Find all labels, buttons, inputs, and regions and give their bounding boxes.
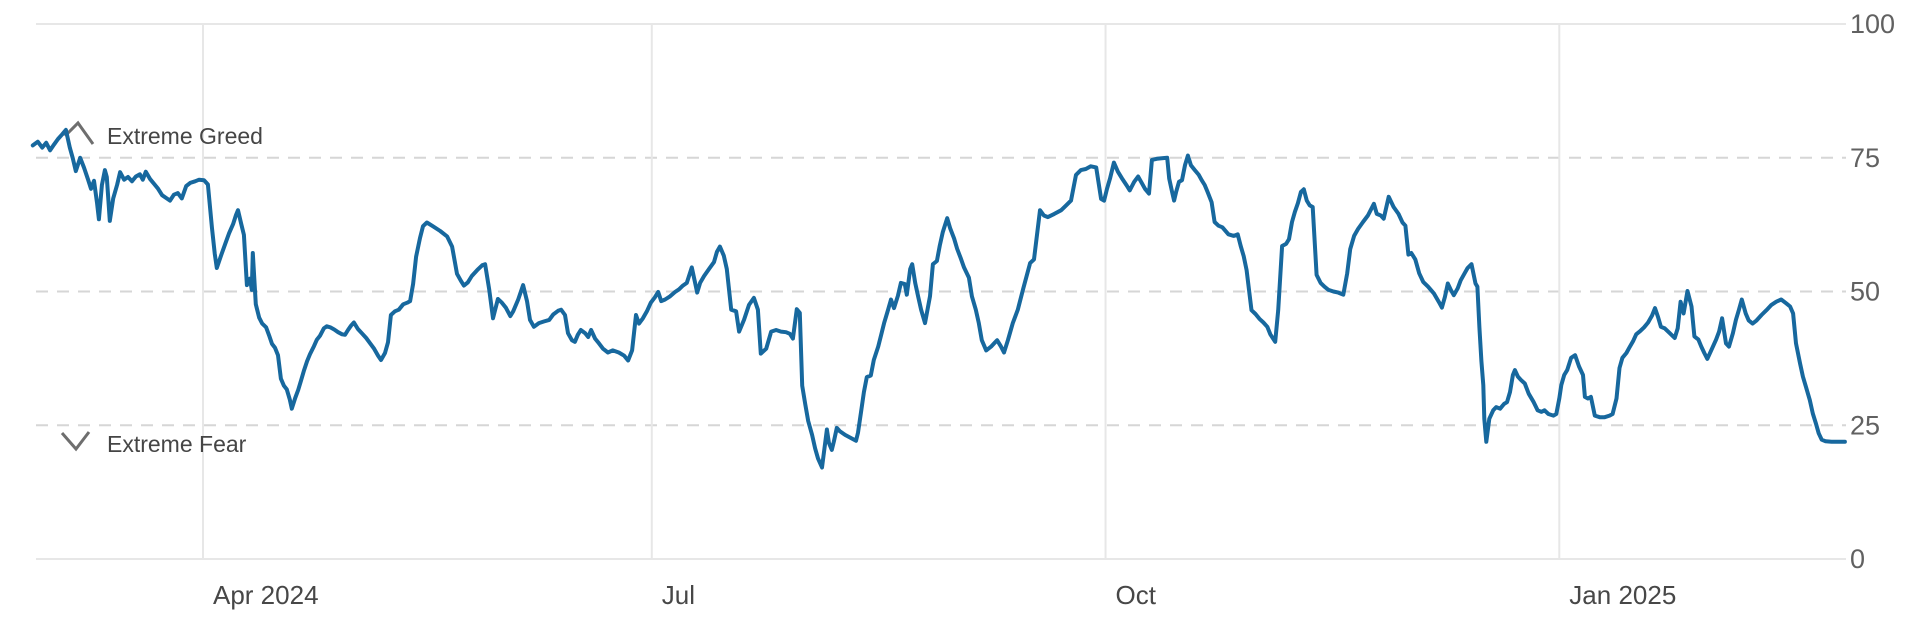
x-axis-labels: Apr 2024 Jul Oct Jan 2025 [213, 580, 1676, 610]
y-tick-label-50: 50 [1850, 277, 1880, 307]
extreme-greed-label: Extreme Greed [107, 123, 263, 149]
extreme-fear-chevron-icon [60, 431, 91, 452]
y-tick-label-25: 25 [1850, 410, 1880, 440]
x-tick-label-oct: Oct [1116, 580, 1157, 610]
x-tick-label-jan-2025: Jan 2025 [1569, 580, 1676, 610]
extreme-fear-label: Extreme Fear [107, 431, 247, 457]
x-tick-label-apr-2024: Apr 2024 [213, 580, 319, 610]
y-gridlines [36, 23, 1846, 560]
chart-hover-area[interactable] [36, 24, 1846, 559]
x-gridlines [202, 24, 1561, 559]
y-tick-label-75: 75 [1850, 143, 1880, 173]
y-tick-label-0: 0 [1850, 544, 1865, 574]
y-tick-label-100: 100 [1850, 9, 1895, 39]
x-tick-label-jul: Jul [662, 580, 695, 610]
y-axis-labels: 100 75 50 25 0 [1850, 9, 1895, 574]
fear-greed-index-line [30, 127, 1847, 470]
extreme-greed-chevron-icon [63, 120, 95, 145]
